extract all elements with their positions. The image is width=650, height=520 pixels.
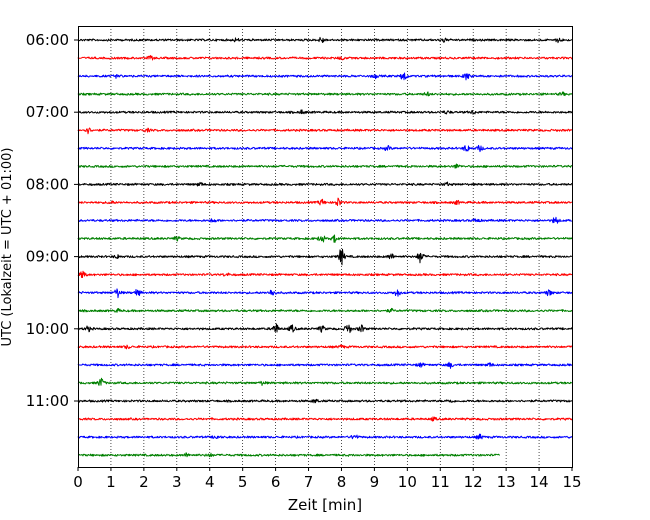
seismogram-trace-1115 (77, 416, 573, 422)
y-axis-label: UTC (Lokalzeit = UTC + 01:00) (0, 148, 15, 347)
y-tick-label: 08:00 (26, 175, 69, 193)
seismogram-trace-0930 (77, 288, 573, 299)
y-tick-label: 06:00 (26, 31, 69, 49)
y-axis-ticks: 06:00 07:00 08:00 09:00 10:00 11:00 (26, 31, 78, 410)
x-tick-label: 0 (73, 473, 83, 491)
x-tick-label: 5 (238, 473, 248, 491)
x-tick-label: 7 (304, 473, 314, 491)
seismogram-trace-0900 (77, 248, 573, 266)
seismogram-trace-0730 (77, 144, 573, 153)
seismogram-trace-0715 (77, 127, 573, 135)
seismogram-trace-0645 (77, 91, 573, 97)
seismogram-trace-0630 (77, 72, 573, 81)
x-tick-label: 11 (431, 473, 450, 491)
seismogram-trace-0945 (77, 307, 573, 313)
seismogram-trace-0845 (77, 234, 573, 243)
seismogram-traces (77, 36, 573, 458)
x-tick-label: 10 (398, 473, 417, 491)
y-tick-label: 11:00 (26, 392, 69, 410)
x-axis-ticks: 0 1 2 3 4 5 6 7 8 9 10 11 12 13 14 15 (73, 467, 582, 491)
seismogram-trace-1015 (77, 344, 573, 350)
x-tick-label: 14 (530, 473, 549, 491)
x-axis-label: Zeit [min] (288, 496, 362, 514)
x-tick-label: 13 (497, 473, 516, 491)
y-tick-label: 10:00 (26, 320, 69, 338)
seismogram-trace-0830 (77, 216, 573, 224)
seismogram-trace-0815 (77, 197, 573, 207)
x-tick-label: 15 (562, 473, 581, 491)
seismogram-trace-1100 (77, 398, 573, 404)
x-tick-label: 8 (337, 473, 347, 491)
x-tick-label: 6 (271, 473, 281, 491)
seismogram-trace-0800 (77, 181, 573, 187)
seismogram-trace-1130 (77, 433, 573, 440)
seismogram-trace-0915 (77, 270, 573, 279)
seismogram-trace-0745 (77, 163, 573, 169)
seismogram-trace-1030 (77, 361, 573, 369)
x-tick-label: 2 (139, 473, 149, 491)
y-tick-label: 09:00 (26, 248, 69, 266)
seismogram-trace-0615 (77, 55, 573, 61)
seismogram-trace-1000 (77, 323, 573, 334)
x-tick-label: 3 (172, 473, 182, 491)
plot-area-frame (78, 26, 573, 468)
x-tick-label: 9 (370, 473, 380, 491)
seismogram-trace-0700 (77, 109, 573, 115)
seismogram-trace-1045 (77, 377, 573, 386)
x-tick-label: 1 (106, 473, 116, 491)
seismogram-trace-1145 (77, 452, 500, 458)
x-tick-label: 4 (205, 473, 215, 491)
y-tick-label: 07:00 (26, 103, 69, 121)
x-tick-label: 12 (464, 473, 483, 491)
seismogram-trace-0600 (77, 36, 573, 44)
